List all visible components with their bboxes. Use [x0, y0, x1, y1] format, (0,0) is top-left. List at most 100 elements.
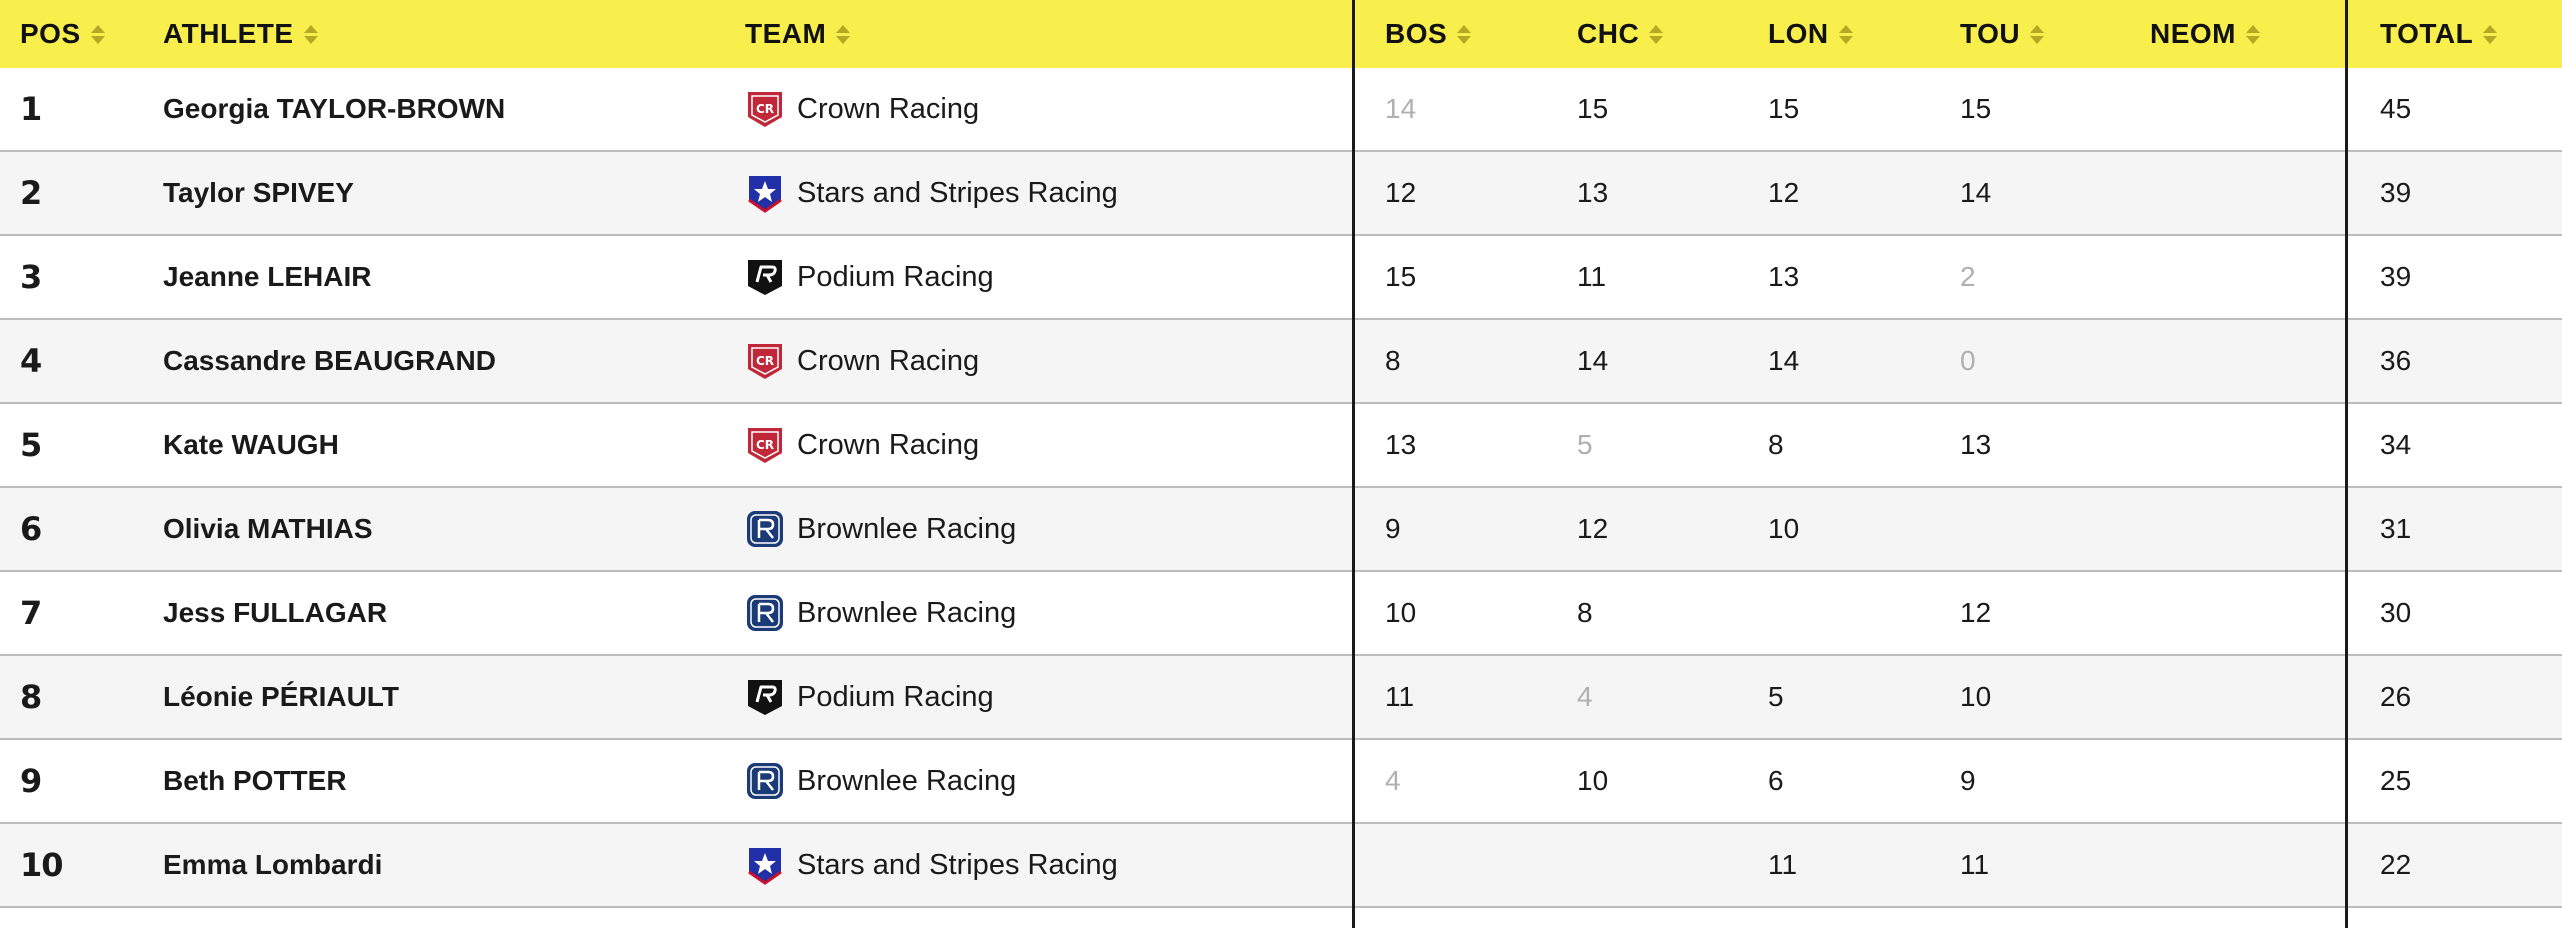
team-cell: Stars and Stripes Racing — [745, 152, 1118, 234]
team-cell: Brownlee Racing — [745, 740, 1016, 822]
total-cell: 45 — [2380, 93, 2412, 124]
score-cell-bos: 4 — [1385, 765, 1401, 796]
athlete-name[interactable]: Jeanne LEHAIR — [163, 261, 372, 292]
table-row[interactable]: 10 Emma Lombardi Stars and Stripes Racing 1… — [0, 824, 2562, 908]
svg-text:CR: CR — [756, 102, 774, 116]
athlete-name[interactable]: Beth POTTER — [163, 765, 347, 796]
column-header-neom[interactable]: NEOM — [2150, 0, 2260, 68]
column-header-chc[interactable]: CHC — [1577, 0, 1664, 68]
team-cell: Podium Racing — [745, 656, 994, 738]
column-header-tou[interactable]: TOU — [1960, 0, 2045, 68]
sort-icon[interactable] — [2483, 24, 2498, 44]
column-header-pos[interactable]: POS — [20, 0, 105, 68]
total-cell: 39 — [2380, 261, 2412, 292]
crown-racing-logo-icon: CR — [745, 425, 785, 465]
sort-icon[interactable] — [836, 24, 851, 44]
total-cell: 31 — [2380, 513, 2412, 544]
team-name[interactable]: Crown Racing — [797, 428, 980, 461]
athlete-name[interactable]: Georgia TAYLOR-BROWN — [163, 93, 506, 124]
team-name[interactable]: Crown Racing — [797, 92, 980, 125]
sort-icon[interactable] — [1649, 24, 1664, 44]
table-row[interactable]: 2 Taylor SPIVEY Stars and Stripes Racing 12… — [0, 152, 2562, 236]
podium-racing-logo-icon — [745, 257, 785, 297]
athlete-name[interactable]: Cassandre BEAUGRAND — [163, 345, 496, 376]
team-name[interactable]: Brownlee Racing — [797, 596, 1017, 629]
team-name[interactable]: Crown Racing — [797, 344, 980, 377]
team-cell: Brownlee Racing — [745, 488, 1016, 570]
table-row[interactable]: 3 Jeanne LEHAIR Podium Racing 15 11 13 2 39 — [0, 236, 2562, 320]
sort-icon[interactable] — [2246, 24, 2260, 44]
score-cell-chc: 8 — [1577, 597, 1593, 628]
brownlee-racing-logo-icon — [745, 509, 785, 549]
score-cell-lon: 12 — [1768, 177, 1800, 208]
total-cell: 34 — [2380, 429, 2412, 460]
table-row[interactable]: 1 Georgia TAYLOR-BROWN CR Crown Racing 14 15 1… — [0, 68, 2562, 152]
column-header-label: TEAM — [745, 18, 827, 49]
table-row[interactable]: 7 Jess FULLAGAR Brownlee Racing 10 8 12 30 — [0, 572, 2562, 656]
team-name[interactable]: Brownlee Racing — [797, 764, 1017, 797]
table-row[interactable]: 8 Léonie PÉRIAULT Podium Racing 11 4 5 10 26 — [0, 656, 2562, 740]
athlete-name[interactable]: Léonie PÉRIAULT — [163, 681, 399, 712]
crown-racing-logo-icon: CR — [745, 89, 785, 129]
column-header-label: TOTAL — [2380, 18, 2474, 49]
crown-racing-logo-icon: CR — [745, 341, 785, 381]
total-cell: 25 — [2380, 765, 2412, 796]
score-cell-tou: 15 — [1960, 93, 1992, 124]
table-row[interactable]: 5 Kate WAUGH CR Crown Racing 13 5 8 13 34 — [0, 404, 2562, 488]
score-cell-chc: 11 — [1577, 261, 1607, 292]
column-header-team[interactable]: TEAM — [745, 0, 851, 68]
athlete-name[interactable]: Emma Lombardi — [163, 849, 383, 880]
table-header: POS ATHLETE TEAM BOS CHC LON TOU NEOM — [0, 0, 2562, 68]
svg-text:CR: CR — [756, 438, 774, 452]
score-cell-bos: 15 — [1385, 261, 1417, 292]
column-header-label: TOU — [1960, 18, 2021, 49]
score-cell-tou: 0 — [1960, 345, 1976, 376]
column-header-bos[interactable]: BOS — [1385, 0, 1472, 68]
athlete-name[interactable]: Taylor SPIVEY — [163, 177, 354, 208]
total-cell: 36 — [2380, 345, 2412, 376]
score-cell-tou: 12 — [1960, 597, 1992, 628]
athlete-name[interactable]: Jess FULLAGAR — [163, 597, 388, 628]
team-name[interactable]: Podium Racing — [797, 260, 994, 293]
score-cell-bos: 9 — [1385, 513, 1401, 544]
column-header-total[interactable]: TOTAL — [2380, 0, 2498, 68]
column-header-athlete[interactable]: ATHLETE — [163, 0, 318, 68]
sort-icon[interactable] — [1457, 24, 1472, 44]
sort-icon[interactable] — [1838, 24, 1853, 44]
team-name[interactable]: Podium Racing — [797, 680, 994, 713]
column-divider — [2345, 0, 2348, 928]
column-header-label: POS — [20, 18, 81, 49]
score-cell-lon: 6 — [1768, 765, 1784, 796]
table-row[interactable]: 4 Cassandre BEAUGRAND CR Crown Racing 8 14 14 0… — [0, 320, 2562, 404]
score-cell-chc: 4 — [1577, 681, 1593, 712]
position-cell: 3 — [20, 258, 42, 296]
score-cell-tou: 10 — [1960, 681, 1992, 712]
score-cell-chc: 10 — [1577, 765, 1609, 796]
stars-and-stripes-racing-logo-icon — [745, 845, 785, 885]
position-cell: 7 — [20, 594, 42, 632]
column-header-label: NEOM — [2150, 18, 2236, 49]
score-cell-lon: 14 — [1768, 345, 1800, 376]
team-name[interactable]: Stars and Stripes Racing — [797, 176, 1118, 209]
total-cell: 39 — [2380, 177, 2412, 208]
sort-icon[interactable] — [90, 24, 105, 44]
position-cell: 4 — [20, 342, 42, 380]
athlete-name[interactable]: Kate WAUGH — [163, 429, 339, 460]
column-header-lon[interactable]: LON — [1768, 0, 1853, 68]
column-divider — [1352, 0, 1355, 928]
score-cell-lon: 11 — [1768, 849, 1798, 880]
score-cell-chc: 12 — [1577, 513, 1609, 544]
svg-text:CR: CR — [756, 354, 774, 368]
team-cell: Brownlee Racing — [745, 572, 1016, 654]
position-cell: 8 — [20, 678, 42, 716]
team-name[interactable]: Stars and Stripes Racing — [797, 848, 1118, 881]
athlete-name[interactable]: Olivia MATHIAS — [163, 513, 373, 544]
score-cell-chc: 5 — [1577, 429, 1593, 460]
team-name[interactable]: Brownlee Racing — [797, 512, 1017, 545]
sort-icon[interactable] — [2030, 24, 2045, 44]
sort-icon[interactable] — [303, 24, 318, 44]
table-row[interactable]: 6 Olivia MATHIAS Brownlee Racing 9 12 10 31 — [0, 488, 2562, 572]
position-cell: 2 — [20, 174, 42, 212]
table-row[interactable]: 9 Beth POTTER Brownlee Racing 4 10 6 9 25 — [0, 740, 2562, 824]
